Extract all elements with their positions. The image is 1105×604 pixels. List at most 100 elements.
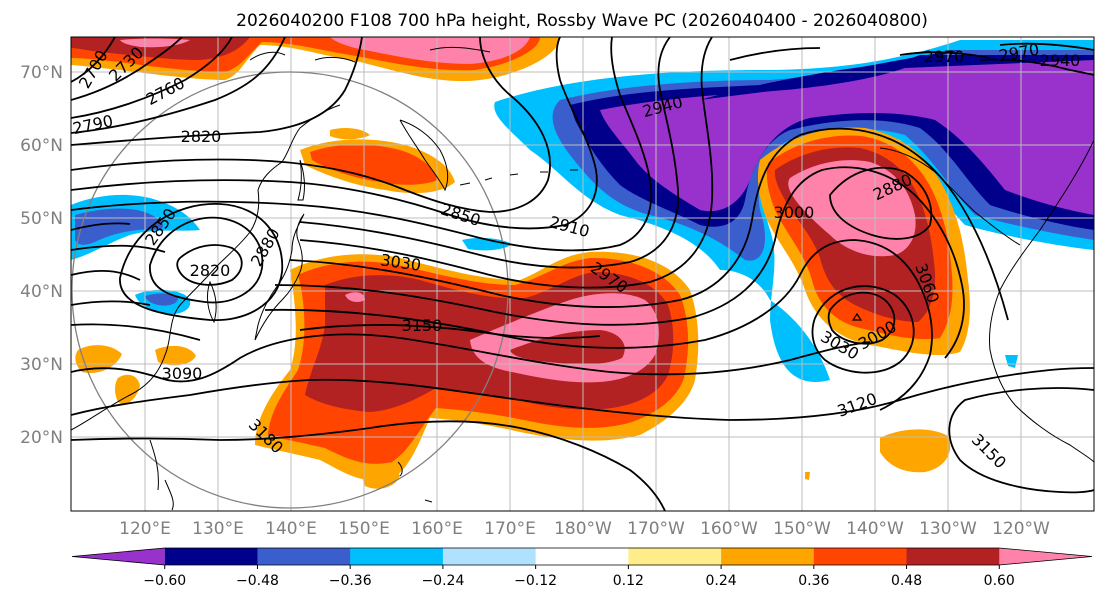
coast-sakhalin <box>297 159 305 201</box>
lon-label: 170°E <box>484 519 536 539</box>
colorbar: −0.60 −0.48 −0.36 −0.24 −0.12 0.12 0.24 0.36 0.4… <box>71 547 1093 589</box>
colorbar-tick-label: 0.60 <box>984 573 1015 589</box>
coast-aleutians <box>459 169 578 186</box>
lon-label: 150°W <box>773 519 831 539</box>
height-contours <box>71 37 1094 511</box>
contour-2760 <box>71 37 233 119</box>
contour-label: 2940 <box>1040 51 1081 70</box>
colorbar-swatch <box>72 548 165 565</box>
map-frame <box>70 36 1095 512</box>
shade-pos-e2 <box>805 472 810 480</box>
lon-label: 120°E <box>119 519 171 539</box>
shade-neg-r1 <box>1005 355 1018 368</box>
lat-label: 60°N <box>20 136 63 156</box>
colorbar-swatch <box>535 548 629 565</box>
coast-alaska <box>879 147 1021 246</box>
colorbar-swatch <box>257 548 351 565</box>
contour-label: 2970 <box>924 47 965 66</box>
colorbar-tick-label: 0.48 <box>891 573 922 589</box>
coast-philippines <box>149 439 174 511</box>
colorbar-tick-label: −0.12 <box>514 573 557 589</box>
contour-2820a <box>71 37 363 146</box>
contour-3060 <box>71 239 933 411</box>
contour-2880c <box>829 166 933 240</box>
colorbar-tick-label: −0.24 <box>421 573 464 589</box>
contour-3180 <box>71 420 666 511</box>
colorbar-tick-label: −0.48 <box>236 573 279 589</box>
contour-2850b <box>71 37 551 213</box>
colorbar-tick-label: 0.24 <box>706 573 737 589</box>
coast-islands <box>397 461 433 503</box>
contour-3090 <box>71 333 871 383</box>
shade-pos-w2 <box>115 374 140 405</box>
colorbar-swatch <box>442 548 537 565</box>
contour-2940a <box>71 37 680 269</box>
lon-label: 140°E <box>265 519 317 539</box>
contour-label: 2820 <box>181 127 222 146</box>
lat-label: 30°N <box>20 355 63 375</box>
contour-3150b <box>948 387 1094 494</box>
contour-2700 <box>71 37 116 83</box>
colorbar-tick-label: −0.60 <box>143 573 186 589</box>
lon-label: 150°E <box>338 519 390 539</box>
contour-2880b <box>71 37 598 230</box>
shade-neg-b5 <box>700 50 960 100</box>
figure-title: 2026040200 F108 700 hPa height, Rossby W… <box>236 11 928 31</box>
contour-3000b <box>827 291 896 345</box>
coast-na-west <box>989 139 1094 463</box>
contour-3030a <box>71 166 965 359</box>
lon-label: 160°W <box>700 519 758 539</box>
contour-label: 3150 <box>402 316 443 335</box>
shade-pos-s6 <box>510 330 625 365</box>
coastlines <box>71 46 1094 511</box>
longitude-labels: 120°E 130°E 140°E 150°E 160°E 170°E 180°… <box>119 519 1050 539</box>
shade-pos-j3 <box>330 127 370 140</box>
lon-label: 160°E <box>411 519 463 539</box>
shade-pos-e1 <box>880 429 951 473</box>
colorbar-swatch <box>628 548 722 565</box>
contour-2820b <box>176 244 243 286</box>
colorbar-swatch <box>999 548 1092 565</box>
lon-label: 170°W <box>627 519 685 539</box>
contour-label: 2820 <box>190 261 231 280</box>
coast-kamchatka <box>399 119 449 192</box>
colorbar-swatch <box>813 548 908 565</box>
coast-arctic <box>249 46 491 63</box>
contour-2940b <box>729 47 1094 76</box>
contour-2790 <box>71 37 286 134</box>
contour-3150a <box>299 324 601 339</box>
colorbar-tick-label: 0.36 <box>798 573 829 589</box>
colorbar-swatch <box>164 548 258 565</box>
lat-label: 40°N <box>20 282 63 302</box>
latitude-labels: 70°N 60°N 50°N 40°N 30°N 20°N <box>20 63 63 448</box>
shade-pos-s5 <box>345 292 365 303</box>
contour-3030b <box>811 285 915 374</box>
contour-2730 <box>71 37 183 101</box>
contour-2850a <box>149 216 264 304</box>
colorbar-tick-label: −0.36 <box>329 573 372 589</box>
lon-label: 130°E <box>192 519 244 539</box>
low-center-marker <box>851 312 863 321</box>
contour-3000a <box>71 127 1009 321</box>
contour-2970a <box>71 37 714 289</box>
colorbar-swatch <box>350 548 444 565</box>
contour-3120 <box>71 367 1094 421</box>
lat-label: 70°N <box>20 63 63 83</box>
coast-asia-east <box>71 104 341 431</box>
colorbar-tick-label: 0.12 <box>613 573 644 589</box>
lon-label: 180°W <box>554 519 612 539</box>
colorbar-swatch <box>906 548 1000 565</box>
shade-pos-n3 <box>71 37 250 60</box>
lon-label: 120°W <box>992 519 1050 539</box>
shade-pos-j2 <box>310 144 438 185</box>
lon-label: 140°W <box>846 519 904 539</box>
range-circle <box>71 71 509 509</box>
shade-pos-e3 <box>360 465 400 489</box>
map-panel: 2700 2730 2760 2790 2820 2850 2820 2880 … <box>71 37 1094 511</box>
colorbar-swatch <box>721 548 815 565</box>
shade-pos-w1 <box>75 345 122 374</box>
lat-label: 20°N <box>20 428 63 448</box>
contour-2910 <box>71 37 653 252</box>
gridlines <box>71 37 1094 511</box>
coast-korea <box>206 280 217 324</box>
